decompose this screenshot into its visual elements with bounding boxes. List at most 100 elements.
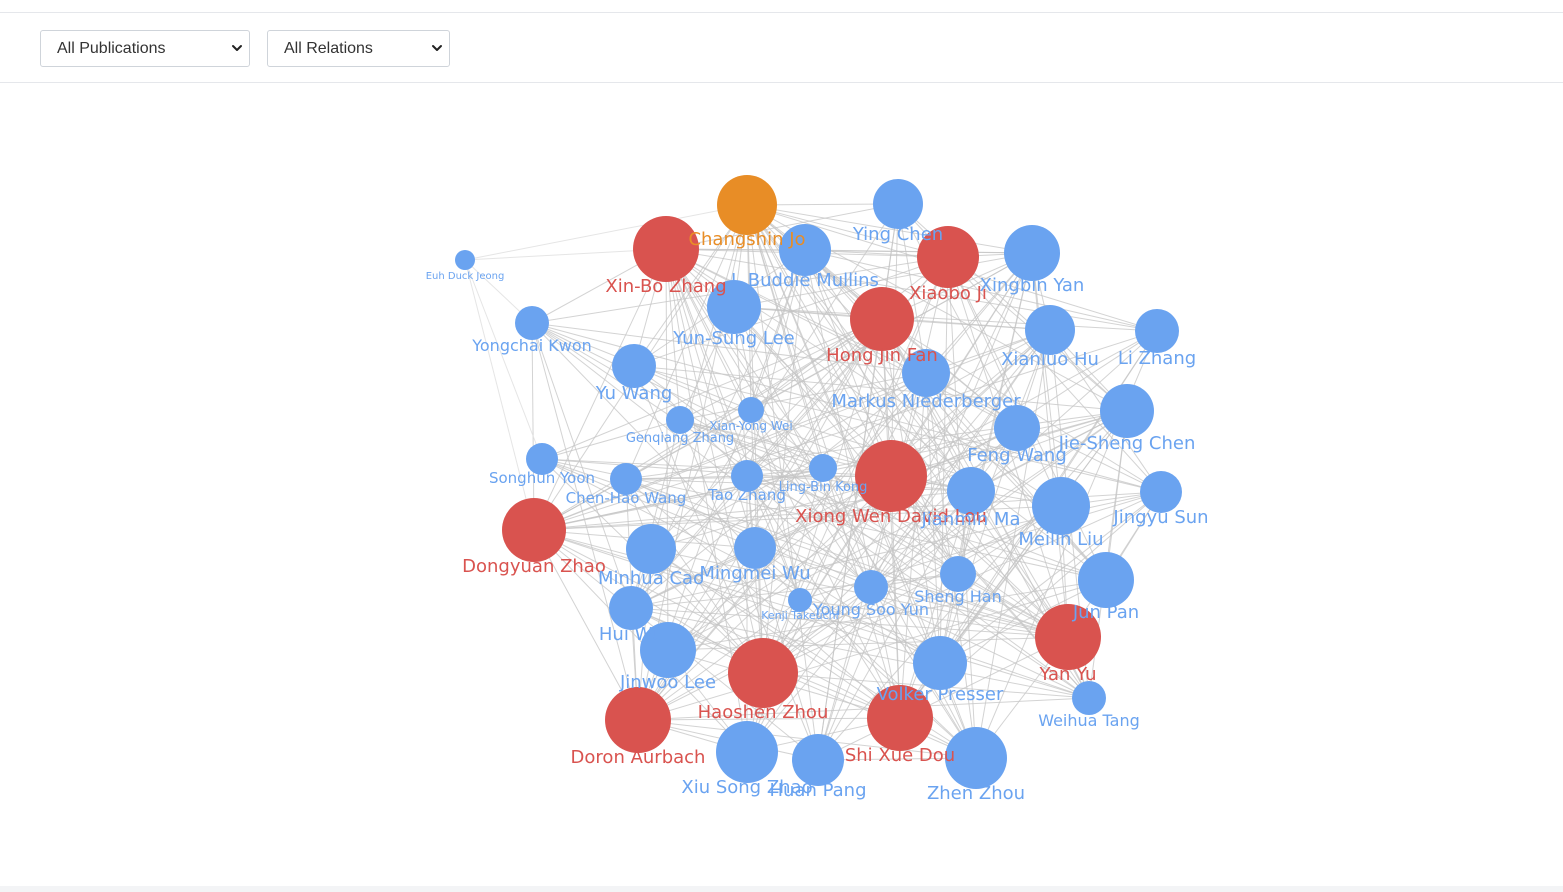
author-node[interactable] <box>913 636 967 690</box>
author-node-label: Hong Jin Fan <box>826 345 938 366</box>
author-node-circle[interactable] <box>609 586 653 630</box>
author-node[interactable] <box>945 727 1007 789</box>
author-node-circle[interactable] <box>731 460 763 492</box>
author-node[interactable] <box>855 440 927 512</box>
author-node-circle[interactable] <box>612 344 656 388</box>
author-node[interactable] <box>854 570 888 604</box>
author-node-circle[interactable] <box>1004 225 1060 281</box>
author-node[interactable] <box>850 287 914 351</box>
author-node-circle[interactable] <box>917 226 979 288</box>
author-node-circle[interactable] <box>626 524 676 574</box>
author-node-circle[interactable] <box>855 440 927 512</box>
author-node[interactable] <box>515 306 549 340</box>
author-node-circle[interactable] <box>610 463 642 495</box>
author-node-circle[interactable] <box>1032 477 1090 535</box>
author-node-circle[interactable] <box>947 467 995 515</box>
relations-select[interactable]: All Relations <box>268 31 449 66</box>
author-node[interactable] <box>1035 604 1101 670</box>
author-node[interactable] <box>609 586 653 630</box>
author-node-circle[interactable] <box>1035 604 1101 670</box>
author-node-circle[interactable] <box>1078 552 1134 608</box>
author-node[interactable] <box>1004 225 1060 281</box>
author-node-circle[interactable] <box>728 638 798 708</box>
publications-filter[interactable]: All Publications <box>40 30 250 67</box>
author-node-circle[interactable] <box>850 287 914 351</box>
author-node-circle[interactable] <box>666 406 694 434</box>
author-node-circle[interactable] <box>788 588 812 612</box>
author-node[interactable] <box>788 588 812 612</box>
author-node[interactable] <box>610 463 642 495</box>
author-node-circle[interactable] <box>940 556 976 592</box>
author-node[interactable] <box>731 460 763 492</box>
author-node[interactable] <box>605 687 671 753</box>
author-node-circle[interactable] <box>1072 681 1106 715</box>
author-node[interactable] <box>1032 477 1090 535</box>
author-node[interactable] <box>917 226 979 288</box>
author-node-circle[interactable] <box>994 405 1040 451</box>
author-node-circle[interactable] <box>605 687 671 753</box>
author-node[interactable] <box>1135 309 1179 353</box>
author-node[interactable] <box>873 179 923 229</box>
author-node-circle[interactable] <box>734 527 776 569</box>
author-node-circle[interactable] <box>633 216 699 282</box>
author-node[interactable] <box>734 527 776 569</box>
author-node[interactable] <box>902 349 950 397</box>
author-node[interactable] <box>994 405 1040 451</box>
author-node[interactable] <box>640 622 696 678</box>
author-node-circle[interactable] <box>455 250 475 270</box>
author-node[interactable] <box>728 638 798 708</box>
author-node-circle[interactable] <box>1135 309 1179 353</box>
author-node-circle[interactable] <box>717 175 777 235</box>
network-edge <box>750 256 949 411</box>
author-node-circle[interactable] <box>873 179 923 229</box>
author-node-circle[interactable] <box>640 622 696 678</box>
author-node[interactable] <box>1100 384 1154 438</box>
coauthor-network-graph[interactable]: Changshin Jo Ying Chen Xin-Bo Zhang Euh Duc… <box>0 84 1563 884</box>
author-node[interactable] <box>1140 471 1182 513</box>
author-node[interactable] <box>779 224 831 276</box>
author-node[interactable] <box>1025 305 1075 355</box>
author-node-circle[interactable] <box>716 721 778 783</box>
author-node[interactable] <box>947 467 995 515</box>
author-node[interactable] <box>738 397 764 423</box>
author-node-circle[interactable] <box>902 349 950 397</box>
author-node-circle[interactable] <box>809 454 837 482</box>
author-node-circle[interactable] <box>707 280 761 334</box>
author-node-circle[interactable] <box>854 570 888 604</box>
author-node[interactable] <box>792 734 844 786</box>
author-node[interactable] <box>809 454 837 482</box>
publications-select[interactable]: All Publications <box>41 31 249 66</box>
network-edge <box>667 579 1107 651</box>
author-node-circle[interactable] <box>515 306 549 340</box>
author-node-circle[interactable] <box>867 685 933 751</box>
author-node-circle[interactable] <box>1025 305 1075 355</box>
network-nodes[interactable]: Changshin Jo Ying Chen Xin-Bo Zhang Euh Duc… <box>426 175 1209 804</box>
author-node-circle[interactable] <box>502 498 566 562</box>
author-node-circle[interactable] <box>738 397 764 423</box>
author-node[interactable] <box>867 685 933 751</box>
author-node[interactable] <box>526 443 558 475</box>
author-node-circle[interactable] <box>779 224 831 276</box>
author-node[interactable] <box>633 216 699 282</box>
author-node-circle[interactable] <box>1100 384 1154 438</box>
author-node-circle[interactable] <box>913 636 967 690</box>
author-node-circle[interactable] <box>526 443 558 475</box>
author-node-circle[interactable] <box>1140 471 1182 513</box>
author-node[interactable] <box>626 524 676 574</box>
network-edge <box>531 322 639 721</box>
author-node[interactable] <box>455 250 475 270</box>
author-node-circle[interactable] <box>945 727 1007 789</box>
author-node[interactable] <box>612 344 656 388</box>
author-node[interactable] <box>1072 681 1106 715</box>
author-node[interactable] <box>940 556 976 592</box>
author-node[interactable] <box>716 721 778 783</box>
relations-filter[interactable]: All Relations <box>267 30 450 67</box>
network-edge <box>665 248 1018 429</box>
author-node[interactable] <box>502 498 566 562</box>
network-edge <box>817 636 1069 761</box>
author-node[interactable] <box>707 280 761 334</box>
author-node[interactable] <box>1078 552 1134 608</box>
author-node[interactable] <box>666 406 694 434</box>
author-node[interactable] <box>717 175 777 235</box>
author-node-circle[interactable] <box>792 734 844 786</box>
